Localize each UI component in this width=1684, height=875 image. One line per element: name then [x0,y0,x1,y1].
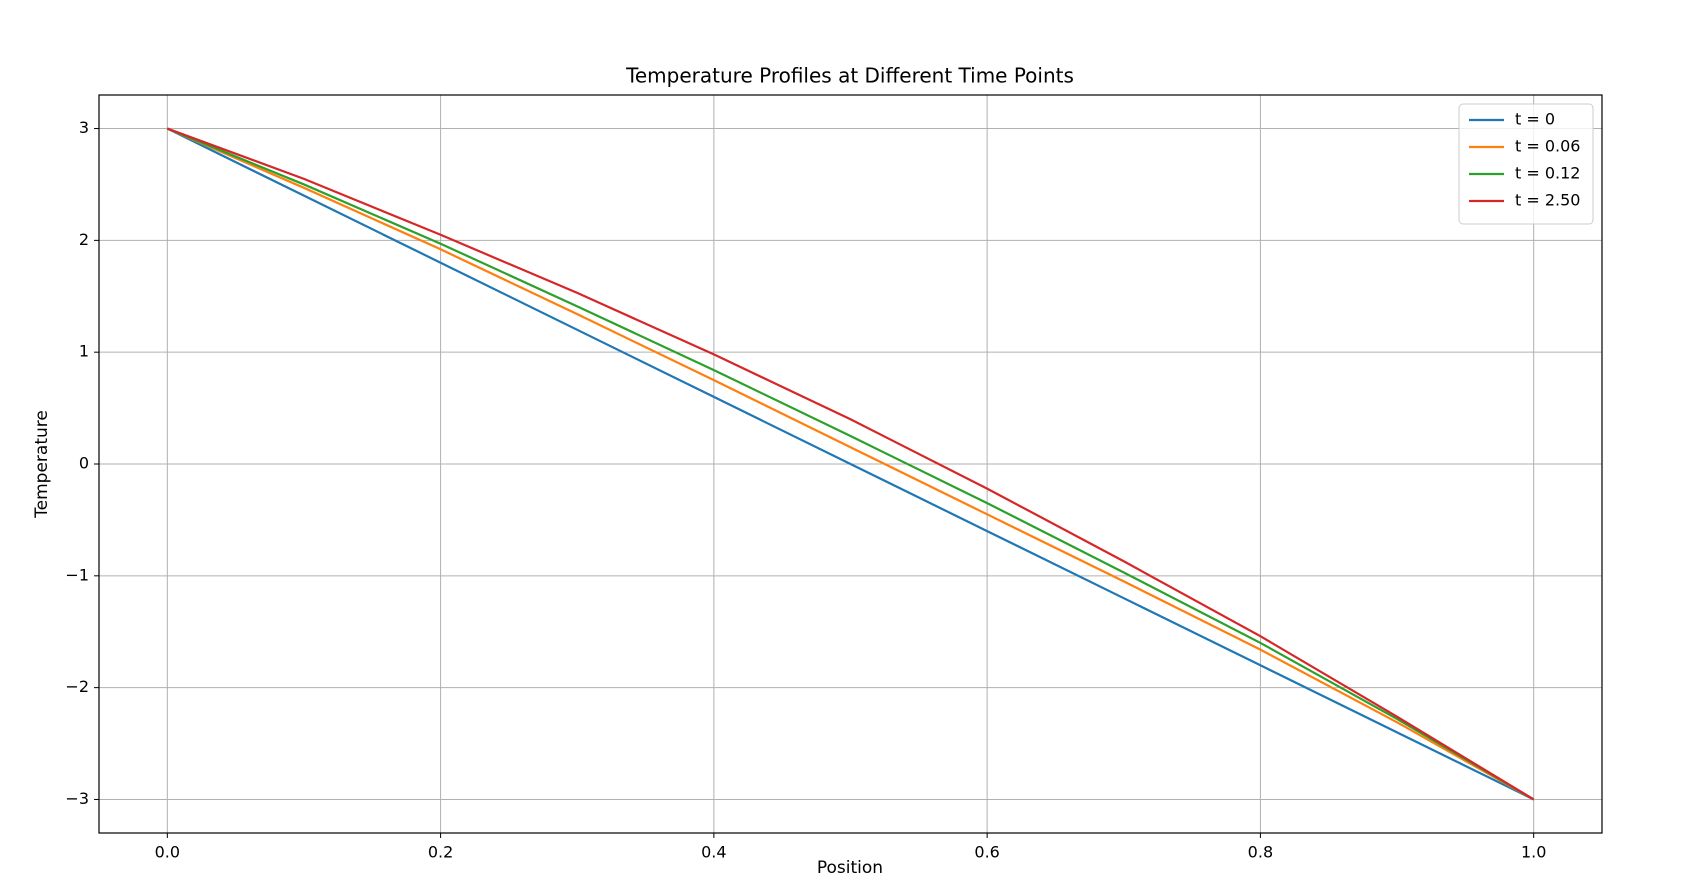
y-tick-label: 0 [79,454,89,473]
x-tick-label: 0.6 [974,843,999,862]
series-line [166,127,1535,801]
x-tick-label: 0.2 [428,843,453,862]
series-line [166,127,1535,801]
x-axis-label: Position [817,858,883,875]
y-tick-label: −1 [65,565,89,584]
legend-label: t = 0.06 [1515,137,1580,156]
chart-title: Temperature Profiles at Different Time P… [625,64,1074,88]
legend-box [1458,103,1594,225]
y-axis-label: Temperature [32,410,52,519]
x-tick-label: 0.8 [1248,843,1273,862]
legend-label: t = 0 [1515,110,1555,129]
y-tick-label: 2 [79,230,89,249]
x-tick-label: 0.4 [701,843,726,862]
y-tick-label: 3 [79,118,89,137]
x-tick-label: 0.0 [155,843,180,862]
y-tick-label: −2 [65,677,89,696]
y-tick-label: 1 [79,342,89,361]
plot-frame [98,94,1603,834]
series-line [166,127,1535,801]
legend: t = 0 t = 0.06 t = 0.12 t = 2.50 [1458,103,1594,225]
x-tick-label: 1.0 [1521,843,1546,862]
y-tick-label: −3 [65,789,89,808]
series-line [166,127,1535,801]
legend-label: t = 2.50 [1515,191,1580,210]
legend-label: t = 0.12 [1515,164,1580,183]
